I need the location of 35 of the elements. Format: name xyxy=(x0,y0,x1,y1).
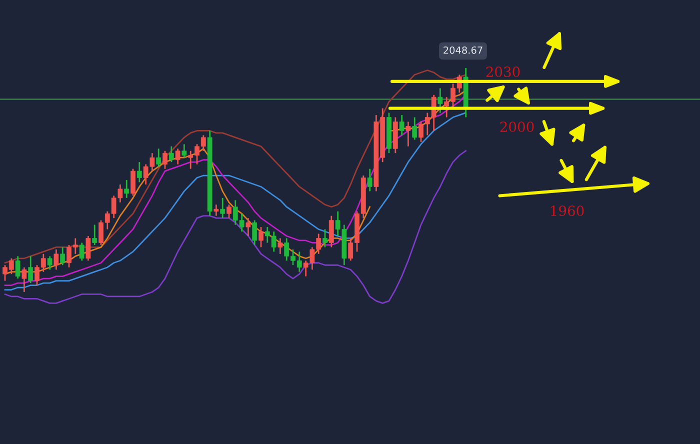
candlestick xyxy=(258,226,264,248)
candlestick xyxy=(412,116,418,140)
candlestick xyxy=(22,266,27,293)
candlestick xyxy=(28,255,34,284)
candlestick xyxy=(278,238,283,255)
candlestick xyxy=(15,255,20,280)
candlestick xyxy=(54,248,59,270)
candlestick xyxy=(226,204,232,219)
candlestick xyxy=(322,228,328,248)
candlestick xyxy=(399,114,404,136)
candlestick xyxy=(162,150,168,170)
candlestick xyxy=(367,168,372,192)
candlestick xyxy=(124,179,130,199)
text: 2048.67 xyxy=(444,46,482,54)
candlestick xyxy=(438,87,443,114)
candlestick xyxy=(92,224,98,246)
candlestick xyxy=(47,255,52,270)
candlestick xyxy=(86,235,91,262)
candlestick xyxy=(79,242,84,262)
text: 1960 xyxy=(551,206,584,216)
candlestick xyxy=(136,161,142,183)
candlestick xyxy=(182,143,187,158)
candlestick xyxy=(328,215,334,248)
candlestick xyxy=(130,168,136,196)
candlestick xyxy=(406,121,411,148)
candlestick xyxy=(156,148,162,168)
candlestick xyxy=(175,148,180,166)
candlestick xyxy=(220,197,226,219)
candlestick xyxy=(252,220,258,246)
text: 2000 xyxy=(500,122,534,132)
candlestick xyxy=(246,217,251,237)
candlestick xyxy=(168,146,174,163)
candlestick xyxy=(60,246,66,266)
candlestick xyxy=(214,204,219,217)
text: 2030 xyxy=(486,66,520,78)
